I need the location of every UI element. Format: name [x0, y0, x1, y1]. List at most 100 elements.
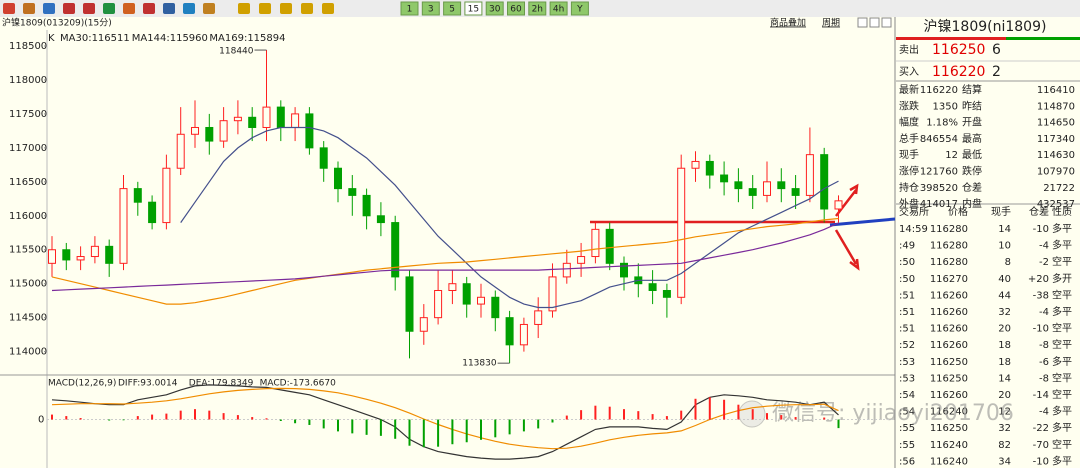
period-button[interactable]: 周期: [822, 18, 840, 29]
trade-cell: 44: [998, 290, 1011, 301]
trade-cell: -14: [1033, 390, 1049, 401]
trade-header: 价格: [948, 205, 968, 218]
trade-cell: -8: [1039, 373, 1049, 384]
trade-cell: 14:59: [899, 224, 928, 235]
period-button[interactable]: [464, 1, 483, 16]
candle-body: [577, 256, 586, 264]
candle-body: [291, 113, 300, 128]
tool-icon[interactable]: [23, 3, 35, 14]
period-button[interactable]: [507, 1, 525, 16]
candle-body: [133, 188, 142, 203]
period-label: 1: [407, 5, 413, 15]
window-button[interactable]: [869, 17, 880, 28]
window-button[interactable]: [857, 17, 868, 28]
period-label: 15: [468, 5, 479, 15]
quote-value: 1350: [933, 101, 958, 112]
arrow-down: [834, 229, 860, 271]
candle-body: [748, 188, 757, 196]
candle-body: [90, 245, 99, 258]
period-button[interactable]: [443, 1, 462, 16]
ma-line: [51, 217, 839, 305]
trade-cell: 多平: [1052, 454, 1072, 467]
candle-body: [591, 228, 600, 258]
candle-body: [691, 160, 700, 169]
trade-cell: -8: [1039, 340, 1049, 351]
quote-value: 114630: [1037, 150, 1075, 161]
candle-body: [176, 133, 185, 169]
tool-icon[interactable]: [163, 3, 175, 14]
trade-header: 仓差: [1029, 205, 1049, 218]
tool-icon[interactable]: [83, 3, 95, 14]
overlay-button[interactable]: 商品叠加: [770, 17, 806, 29]
tool-icon[interactable]: [3, 3, 15, 14]
y-tick-label: 115500: [9, 245, 47, 256]
tool-icon[interactable]: [43, 3, 55, 14]
period-button[interactable]: [528, 1, 547, 16]
quote-label: 开盘: [962, 116, 982, 129]
period-button[interactable]: [570, 1, 589, 16]
period-label: 2h: [532, 5, 543, 15]
period-label: 60: [510, 5, 522, 15]
trade-cell: 116280: [930, 241, 968, 252]
trade-cell: 116250: [930, 423, 968, 434]
tool-icon[interactable]: [183, 3, 195, 14]
trade-cell: 116260: [930, 390, 968, 401]
quote-value: 12: [945, 150, 958, 161]
trade-cell: 多平: [1052, 222, 1072, 235]
trade-cell: 空平: [1052, 255, 1072, 268]
ask-price: 116250: [932, 42, 985, 58]
tool-icon[interactable]: [203, 3, 215, 14]
period-button[interactable]: [421, 1, 440, 16]
quote-value: 398520: [920, 183, 958, 194]
indicator-title: MACD(12,26,9): [48, 379, 116, 389]
header-bar: [896, 37, 1006, 40]
period-button[interactable]: [549, 1, 568, 16]
trade-cell: :51: [899, 307, 915, 318]
tool-icon[interactable]: [322, 3, 334, 14]
quote-label: 仓差: [962, 181, 982, 194]
quote-value: 121760: [920, 167, 958, 178]
candle-body: [534, 310, 543, 325]
period-label: 5: [449, 5, 455, 15]
quote-label: 涨停: [899, 165, 919, 178]
candle-body: [334, 167, 342, 190]
tool-icon[interactable]: [280, 3, 292, 14]
legend-entry: MACD:-173.6670: [260, 379, 336, 389]
period-button[interactable]: [485, 1, 504, 16]
trade-cell: 20: [998, 390, 1011, 401]
tool-icon[interactable]: [103, 3, 115, 14]
quote-label: 昨结: [962, 99, 982, 112]
tool-icon[interactable]: [63, 3, 75, 14]
trade-cell: :49: [899, 241, 915, 252]
trade-cell: 116260: [930, 290, 968, 301]
trade-cell: -38: [1033, 290, 1049, 301]
trade-cell: 14: [998, 373, 1011, 384]
window-button[interactable]: [881, 17, 892, 28]
trade-cell: :52: [899, 340, 915, 351]
candle-body: [434, 289, 443, 319]
trade-cell: 10: [998, 241, 1011, 252]
tool-icon[interactable]: [123, 3, 135, 14]
candle-body: [763, 181, 771, 196]
quote-value: 114870: [1037, 101, 1075, 112]
tool-icon[interactable]: [301, 3, 313, 14]
extreme-label: 113830: [462, 359, 497, 369]
tool-icon[interactable]: [143, 3, 155, 14]
candle-body: [348, 188, 357, 196]
trade-cell: 40: [998, 274, 1011, 285]
trade-cell: -4: [1039, 241, 1049, 252]
legend-entry: DEA:179.8349: [189, 379, 254, 389]
quote-value: 21722: [1043, 183, 1075, 194]
candle-body: [677, 167, 686, 298]
trade-cell: 14: [998, 224, 1011, 235]
quote-value: 1.18%: [926, 118, 958, 129]
candle-body: [791, 188, 800, 196]
tool-icon[interactable]: [259, 3, 271, 14]
period-button[interactable]: [400, 1, 419, 16]
quote-value: 432537: [1037, 199, 1075, 210]
tool-icon[interactable]: [238, 3, 250, 14]
ask-volume: 6: [992, 42, 1001, 58]
contract-title: 沪镍1809(ni1809): [924, 19, 1047, 35]
candle-body: [562, 262, 571, 278]
